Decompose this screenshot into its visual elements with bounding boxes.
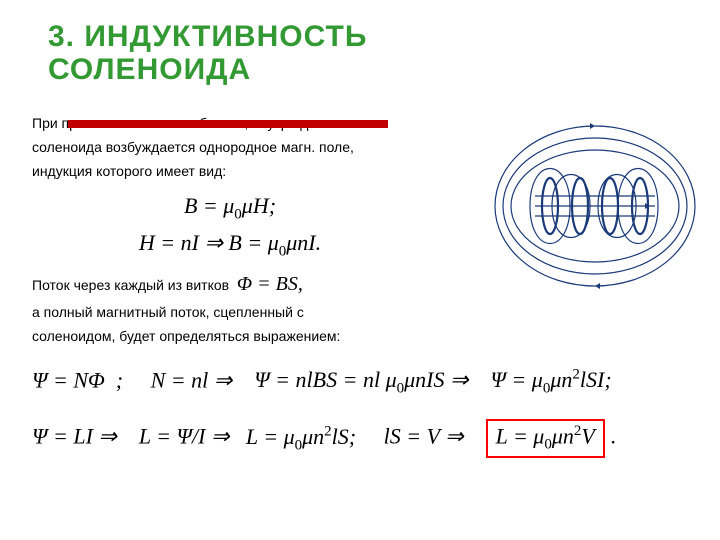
title-line-2: СОЛЕНОИДА [48,53,251,86]
formula-row-2: Ψ = LI ⇒ L = Ψ/I ⇒ L = μ0μn2lS; lS = V ⇒… [0,419,720,458]
formula-row-1: Ψ = NΦ ; N = nl ⇒ Ψ = nlBS = nl μ0μnIS ⇒… [0,367,720,398]
r1-b: N = nl ⇒ [151,367,233,392]
formula-b: B = μ0μH; [50,189,410,226]
formula-h-b: H = nI ⇒ B = μ0μnI. [50,226,410,263]
r2-c: L = μ0μn2lS; [246,424,356,449]
formula-b-h: B = μ0μH; H = nI ⇒ B = μ0μnI. [50,189,410,263]
intro-line-3: индукция которого имеет вид: [32,163,226,179]
flux-line-2: а полный магнитный поток, сцепленный с [32,304,304,320]
accent-bar [68,120,388,128]
intro-line-2: соленоида возбуждается однородное магн. … [32,139,354,155]
flux-prefix: Поток через каждый из витков [32,277,229,293]
flux-inline-formula: Φ = BS, [237,273,303,295]
boxed-formula: L = μ0μn2V [486,419,605,458]
flux-line-3: соленоидом, будет определяться выражение… [32,328,340,344]
r1-a: Ψ = NΦ ; [32,367,123,392]
r2-d: lS = V ⇒ [384,424,464,449]
dot: . [610,424,616,449]
r1-c: Ψ = nlBS = nl μ0μnIS ⇒ [254,367,468,392]
flux-text: Поток через каждый из витков Φ = BS, а п… [0,267,472,349]
r1-d: Ψ = μ0μn2lSI; [490,367,611,392]
title-line-1: 3. ИНДУКТИВНОСТЬ [48,20,367,53]
r2-b: L = Ψ/I ⇒ [139,424,230,449]
r2-a: Ψ = LI ⇒ [32,424,117,449]
solenoid-diagram [490,116,700,296]
slide-title: 3. ИНДУКТИВНОСТЬ СОЛЕНОИДА [0,0,720,86]
